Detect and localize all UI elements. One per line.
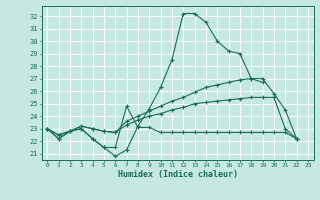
X-axis label: Humidex (Indice chaleur): Humidex (Indice chaleur) [118, 170, 237, 179]
